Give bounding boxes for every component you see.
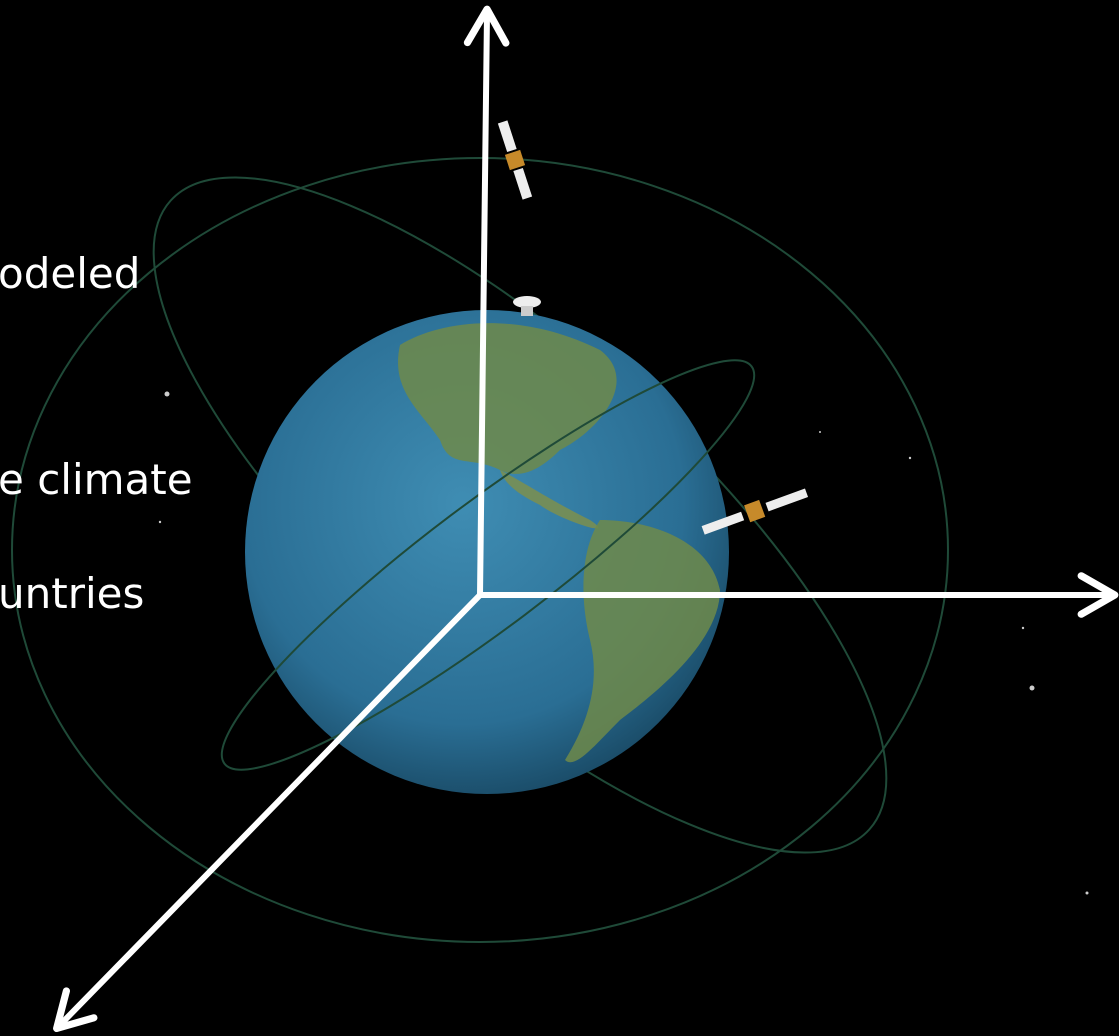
- ground-station: [513, 296, 541, 316]
- landmass: [565, 520, 720, 763]
- text-line: odeled: [0, 249, 140, 298]
- z-axis: [463, 5, 510, 598]
- text-line: untries: [0, 569, 144, 618]
- x-axis: [53, 592, 483, 1033]
- stars: [158, 391, 1089, 895]
- orbit: [220, 359, 756, 771]
- earth: [245, 310, 729, 794]
- satellites: [497, 120, 809, 535]
- star: [164, 391, 170, 397]
- star: [1021, 626, 1025, 630]
- satellite: [701, 488, 809, 535]
- satellite: [497, 120, 533, 200]
- star: [158, 520, 162, 524]
- landmass: [398, 323, 617, 474]
- star: [1029, 685, 1035, 691]
- axes: [53, 5, 1119, 1033]
- text-line: e climate: [0, 455, 193, 504]
- star: [908, 456, 912, 460]
- star: [1085, 891, 1089, 895]
- star: [819, 431, 821, 433]
- orbit: [11, 157, 949, 943]
- landmass: [500, 470, 599, 529]
